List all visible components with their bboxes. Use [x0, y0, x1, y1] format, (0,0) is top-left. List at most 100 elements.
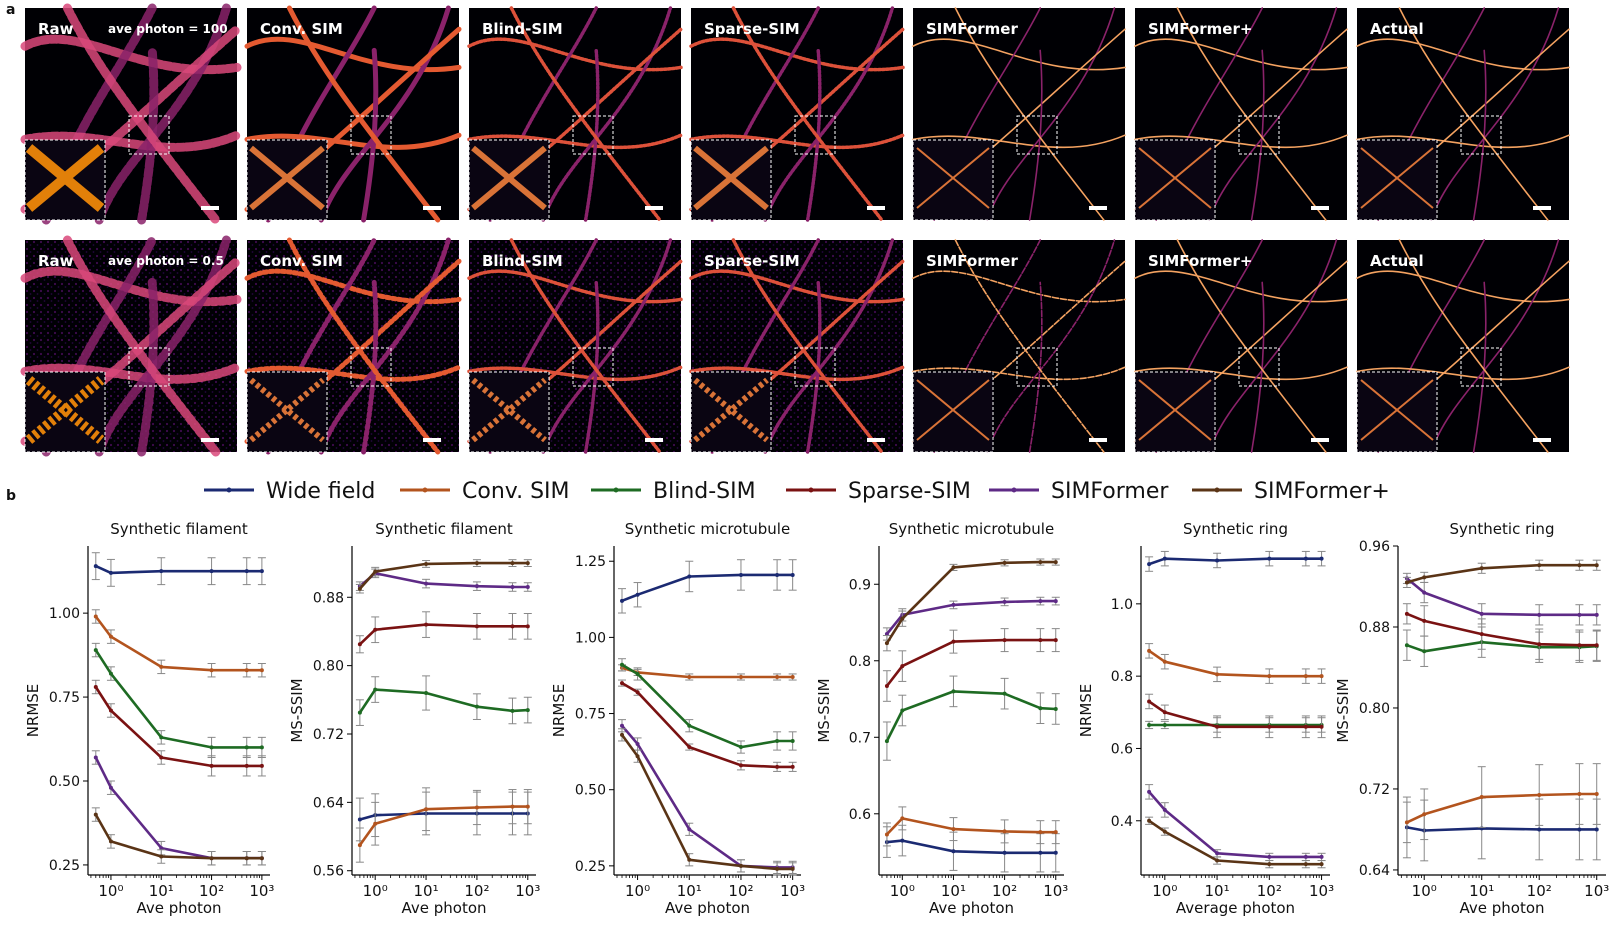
filament-strand [1356, 38, 1570, 71]
data-point [259, 668, 264, 673]
data-point [108, 634, 113, 639]
y-tick-label: 0.64 [313, 795, 344, 811]
data-point [357, 642, 362, 647]
series-simformer [882, 558, 1060, 652]
data-point [1319, 556, 1324, 561]
data-point [1594, 643, 1599, 648]
image-tile-sparse-sim-row1: Sparse-SIM [689, 6, 905, 222]
panel-label-b: b [6, 488, 17, 504]
data-point [1147, 562, 1152, 567]
data-point [738, 674, 743, 679]
series-line [1148, 649, 1322, 678]
data-point [244, 569, 249, 574]
filament-strand [689, 365, 905, 382]
filament-strand [20, 362, 242, 384]
data-point [108, 708, 113, 713]
data-point [1038, 706, 1043, 711]
x-tick-label: 10¹ [1469, 882, 1494, 900]
data-point [900, 664, 905, 669]
series-conv-sim [91, 609, 266, 678]
data-point [1147, 699, 1152, 704]
x-tick-label: 10¹ [414, 882, 439, 900]
data-point [1577, 563, 1582, 568]
data-point [687, 723, 692, 728]
data-point [620, 662, 625, 667]
series-simformer [1145, 816, 1326, 869]
image-tile-simformer-row2: SIMFormer+ [1134, 239, 1348, 453]
filament-strand [1250, 281, 1265, 453]
legend-marker [226, 487, 232, 493]
y-tick-label: 0.72 [313, 727, 344, 743]
series-line [359, 812, 528, 821]
data-point [790, 572, 795, 577]
series-simformer [355, 568, 532, 592]
inset-detail [25, 376, 105, 444]
data-point [1053, 706, 1058, 711]
series-line [1406, 612, 1597, 647]
filament-strand [805, 280, 822, 454]
series-line [886, 839, 1056, 855]
data-point [108, 839, 113, 844]
inset-detail [249, 377, 325, 443]
data-point [884, 641, 889, 646]
filament-strand [1134, 134, 1348, 149]
series-simformer [1402, 572, 1601, 626]
tile-label: SIMFormer+ [1148, 20, 1252, 38]
data-point [1479, 632, 1484, 637]
image-tile-blind-sim-row2: Blind-SIM [467, 238, 683, 454]
image-tile-sparse-sim-row2: Sparse-SIM [689, 238, 905, 454]
data-point [1594, 563, 1599, 568]
series-line [95, 564, 262, 575]
data-point [209, 745, 214, 750]
x-axis-label: Average photon [1176, 899, 1295, 917]
scale-bar [423, 206, 441, 210]
data-point [951, 639, 956, 644]
data-point [1404, 820, 1409, 825]
filament-strand [244, 364, 462, 382]
x-tick-label: 10⁰ [363, 882, 388, 900]
filament-strand [20, 130, 242, 152]
inset-detail [693, 145, 769, 211]
data-point [738, 572, 743, 577]
data-point [93, 648, 98, 653]
data-point [1267, 854, 1272, 859]
y-tick-label: 0.25 [49, 858, 80, 874]
image-tile-simformer-row1: SIMFormer+ [1134, 7, 1348, 221]
scale-bar [645, 438, 663, 442]
filament-strand [1356, 134, 1570, 149]
data-point [108, 570, 113, 575]
y-tick-label: 0.50 [49, 774, 80, 790]
series-line [620, 734, 793, 871]
series-conv-sim [1402, 763, 1601, 844]
data-point [620, 732, 625, 737]
data-point [1002, 560, 1007, 565]
data-point [1162, 710, 1167, 715]
filament-strand [805, 48, 822, 222]
y-tick-label: 0.6 [849, 807, 871, 823]
data-point [159, 735, 164, 740]
x-tick-label: 10⁰ [890, 882, 915, 900]
image-tile-simformer-row2: SIMFormer [912, 239, 1126, 453]
legend: Wide field Conv. SIM Blind-SIM Sparse-SIM SI… [204, 479, 1390, 504]
legend-label: Conv. SIM [462, 479, 570, 504]
y-tick-label: 0.88 [1359, 620, 1390, 636]
data-point [775, 572, 780, 577]
inset-box [1356, 371, 1438, 453]
y-tick-label: 0.80 [313, 659, 344, 675]
x-axis-label: Ave photon [136, 899, 221, 917]
zoom-region-box [1238, 347, 1280, 387]
zoom-region-box [350, 115, 392, 155]
data-point [373, 687, 378, 692]
filament-strand [1430, 239, 1560, 453]
data-point [1479, 795, 1484, 800]
x-tick-label: 10³ [249, 882, 274, 900]
series-sparse-sim [1402, 603, 1601, 661]
y-tick-label: 0.6 [1111, 741, 1133, 757]
inset-detail [693, 377, 769, 443]
image-tile-simformer-row1: SIMFormer [912, 7, 1126, 221]
data-point [93, 755, 98, 760]
data-point [1002, 829, 1007, 834]
x-tick-label: 10¹ [149, 882, 174, 900]
data-point [259, 763, 264, 768]
